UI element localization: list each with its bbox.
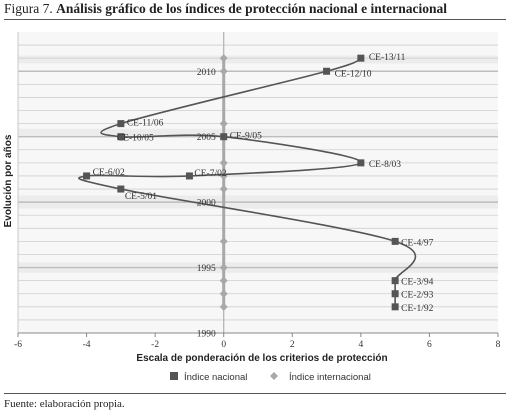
source-note: Fuente: elaboración propia. [4,398,125,410]
data-label: CE-9/05 [230,132,262,142]
x-tick-label: 2 [290,340,295,350]
bottom-rule [4,393,506,394]
data-label: CE-13/11 [369,53,406,63]
nacional-marker [391,290,399,298]
legend-internacional-marker [270,372,278,380]
internacional-marker [219,302,228,311]
figure-title-text: Análisis gráfico de los índices de prote… [56,1,447,16]
internacional-marker [219,185,228,194]
legend-nacional-marker [170,372,178,380]
x-tick-label: 6 [427,340,432,350]
plot-band [18,128,498,137]
y-tick-label: 2010 [197,68,216,78]
figure-number: Figura 7. [4,1,53,16]
nacional-marker [117,120,125,128]
series-nacional [78,54,417,311]
y-tick-label: 2005 [197,133,216,143]
plot-band [18,55,498,64]
data-label: CE-2/93 [401,291,433,301]
data-labels: CE-1/92 CE-2/93 CE-3/94 CE-4/97 CE-5/01 CE-6/… [93,53,434,314]
grid-lines [17,32,499,337]
data-label: CE-10/05 [117,134,154,144]
data-label: CE-8/03 [369,160,401,170]
nacional-marker [220,133,228,141]
legend-internacional-label: Índice internacional [289,372,371,383]
internacional-marker [219,54,228,63]
internacional-marker [219,237,228,246]
y-tick-label: 1995 [197,264,216,274]
data-label: CE-3/94 [401,278,433,288]
y-axis-label: Evolución por años [3,134,14,227]
nacional-marker [117,185,125,193]
legend: Índice nacional Índice internacional [170,372,371,383]
tick-labels: -6 -4 -2 0 2 4 6 8 1990 1995 2000 2005 2010 [14,68,501,350]
internacional-marker [219,263,228,272]
top-rule [4,19,506,20]
x-tick-label: 8 [496,340,501,350]
figure-title: Figura 7. Análisis gráfico de los índice… [4,1,447,17]
nacional-marker [357,54,365,62]
data-label: CE-11/06 [127,119,164,129]
x-tick-label: 0 [221,340,226,350]
nacional-marker [117,133,125,141]
internacional-marker [219,119,228,128]
nacional-marker [391,277,399,285]
x-tick-label: -2 [151,340,159,350]
nacional-marker [391,237,399,245]
nacional-marker [323,67,331,75]
internacional-marker [219,67,228,76]
nacional-marker [185,172,193,180]
x-tick-label: 4 [358,340,363,350]
plot-area [18,32,498,333]
y-tick-label: 2000 [197,199,216,209]
data-label: CE-12/10 [335,69,372,79]
internacional-marker [219,289,228,298]
nacional-marker [391,303,399,311]
plot-bands [18,32,498,333]
data-label: CE-7/02 [194,169,226,179]
nacional-marker [83,172,91,180]
data-label: CE-1/92 [401,304,433,314]
internacional-marker [219,158,228,167]
data-label: CE-6/02 [93,168,125,178]
data-label: CE-5/01 [125,192,157,202]
internacional-marker [219,276,228,285]
legend-nacional-label: Índice nacional [184,372,247,383]
data-label: CE-4/97 [401,238,433,248]
x-axis-label: Escala de ponderación de los criterios d… [136,353,387,364]
nacional-marker [357,159,365,167]
x-tick-label: -4 [83,340,91,350]
x-tick-label: -6 [14,340,22,350]
y-tick-label: 1990 [197,330,216,340]
